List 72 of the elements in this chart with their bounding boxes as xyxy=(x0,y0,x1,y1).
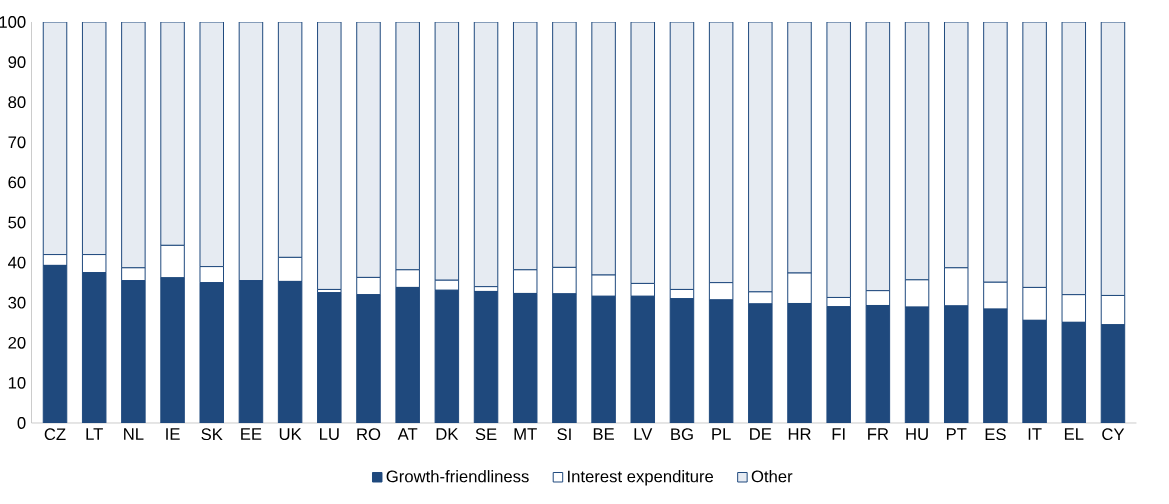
bar xyxy=(395,22,420,271)
y-tick-label: 90 xyxy=(8,56,26,68)
x-tick-label: LU xyxy=(320,428,339,440)
legend-label: Growth-friendliness xyxy=(386,470,529,483)
bar xyxy=(121,22,146,269)
bar xyxy=(591,22,616,276)
bar xyxy=(865,22,891,292)
bar xyxy=(42,22,68,256)
bar xyxy=(81,22,107,256)
x-tick-label: EL xyxy=(1064,428,1084,440)
bar xyxy=(1061,22,1087,296)
bar xyxy=(1100,22,1126,296)
x-tick-label: EE xyxy=(241,428,262,440)
bar xyxy=(630,22,656,284)
bar xyxy=(748,22,773,293)
bar xyxy=(943,22,969,269)
bar xyxy=(512,22,538,271)
bar xyxy=(238,22,264,282)
bar xyxy=(434,22,460,281)
legend-label: Other xyxy=(751,470,793,483)
bar xyxy=(787,22,812,274)
x-tick-label: HU xyxy=(906,428,928,440)
x-tick-label: ES xyxy=(985,428,1006,441)
x-tick-label: PT xyxy=(946,428,967,440)
bar xyxy=(669,22,695,290)
bar xyxy=(277,22,303,258)
x-tick-label: SE xyxy=(475,428,497,441)
y-tick-label: 40 xyxy=(8,256,26,269)
x-tick-label: DK xyxy=(436,428,459,440)
bar xyxy=(473,22,499,288)
bar xyxy=(317,292,342,423)
y-tick-label: 0 xyxy=(17,417,26,429)
y-tick-label: 70 xyxy=(8,136,26,149)
y-tick-label: 50 xyxy=(8,216,26,229)
x-tick-label: CY xyxy=(1102,428,1125,441)
bar xyxy=(199,22,225,268)
bar xyxy=(317,22,342,290)
y-tick-label: 20 xyxy=(8,336,26,349)
x-tick-label: RO xyxy=(357,428,381,441)
y-tick-label: 30 xyxy=(8,296,26,309)
x-tick-label: MT xyxy=(514,428,537,440)
bar xyxy=(356,22,381,278)
bar xyxy=(1022,22,1047,288)
bar xyxy=(708,22,734,284)
x-tick-label: BG xyxy=(671,428,693,441)
y-tick-label: 80 xyxy=(8,96,26,109)
x-tick-label: FR xyxy=(868,428,889,440)
x-tick-label: LT xyxy=(86,428,103,440)
x-tick-label: UK xyxy=(279,428,302,440)
x-tick-label: PL xyxy=(712,428,731,440)
x-tick-label: IE xyxy=(166,428,180,440)
x-tick-label: BE xyxy=(593,428,614,440)
bar xyxy=(473,290,499,423)
bar xyxy=(983,22,1008,283)
y-tick-label: 10 xyxy=(8,376,26,389)
x-tick-label: AT xyxy=(397,428,418,440)
x-tick-label: IT xyxy=(1028,428,1042,440)
legend-label: Interest expenditure xyxy=(568,470,714,486)
x-tick-label: SI xyxy=(557,428,571,441)
bar xyxy=(552,22,577,268)
x-tick-label: LV xyxy=(634,428,653,440)
x-tick-label: DE xyxy=(750,428,772,440)
x-tick-label: NL xyxy=(124,428,144,440)
bar xyxy=(904,22,930,281)
x-tick-label: FI xyxy=(832,428,845,440)
bar xyxy=(826,22,851,298)
x-tick-label: HR xyxy=(788,428,811,440)
x-tick-label: CZ xyxy=(44,428,66,441)
y-tick-label: 100 xyxy=(0,16,26,28)
x-tick-label: SK xyxy=(201,428,223,441)
y-tick-label: 60 xyxy=(8,176,26,189)
bar xyxy=(160,22,185,246)
